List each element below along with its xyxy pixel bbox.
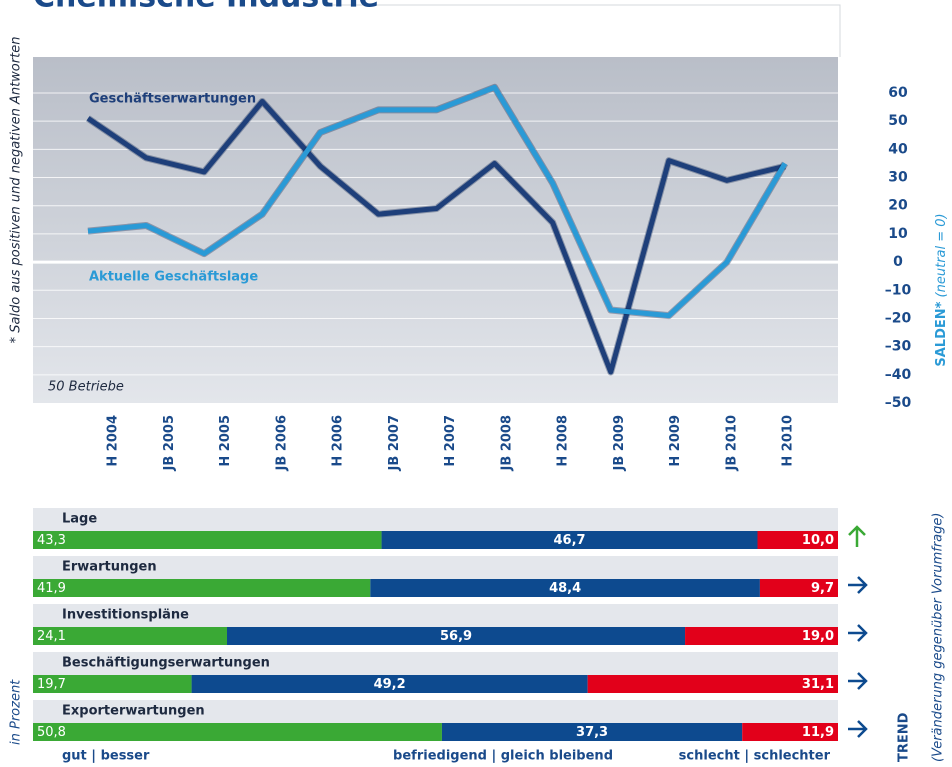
series-label: Geschäftserwartungen: [89, 92, 256, 107]
y-tick-label: 0: [893, 254, 903, 270]
x-tick-label: H 2005: [218, 415, 233, 467]
value-label: 46,7: [553, 533, 585, 548]
category-label: Investitionspläne: [62, 608, 189, 623]
row-band: [33, 652, 838, 675]
legend-label: befriedigend | gleich bleibend: [393, 749, 613, 764]
bar-segment: [370, 579, 760, 597]
trend-note: (Veränderung gegenüber Vorumfrage): [931, 513, 946, 762]
legend-label: gut | besser: [62, 749, 150, 764]
row-band: [33, 604, 838, 627]
x-tick-label: H 2006: [331, 415, 346, 467]
bar-segment: [685, 627, 838, 645]
x-tick-label: H 2008: [556, 415, 571, 467]
category-label: Beschäftigungserwartungen: [62, 656, 270, 671]
value-label: 10,0: [802, 533, 834, 548]
x-tick-label: H 2009: [668, 415, 683, 467]
bar-segment: [742, 723, 838, 741]
value-label: 37,3: [576, 725, 608, 740]
value-label: 43,3: [37, 533, 66, 548]
y-tick-label: 30: [888, 170, 908, 186]
annotation: 50 Betriebe: [48, 380, 124, 395]
category-label: Lage: [62, 512, 97, 527]
bar-segment: [227, 627, 686, 645]
value-label: 11,9: [802, 725, 834, 740]
y-tick-label: –10: [885, 282, 912, 298]
bar-segment: [441, 723, 743, 741]
row-band: [33, 508, 838, 531]
y-axis-note: (neutral = 0): [934, 213, 949, 297]
trend-arrow: [848, 672, 868, 690]
trend-arrow: [848, 624, 868, 642]
row-band: [33, 700, 838, 723]
frame: [330, 4, 841, 57]
value-label: 50,8: [37, 725, 66, 740]
bar-segment: [191, 675, 588, 693]
value-label: 19,0: [802, 629, 834, 644]
value-label: 31,1: [802, 677, 834, 692]
value-label: 41,9: [37, 581, 66, 596]
value-label: 19,7: [37, 677, 66, 692]
category-label: Exporterwartungen: [62, 704, 205, 719]
value-label: 24,1: [37, 629, 66, 644]
y-tick-label: –30: [885, 339, 912, 355]
y-tick-label: –50: [885, 395, 912, 411]
plot-area: [33, 57, 838, 403]
x-tick-label: JB 2009: [612, 415, 627, 471]
y-tick-label: –20: [885, 310, 912, 326]
trend-arrow: [848, 576, 868, 594]
trend-arrow: [848, 720, 868, 738]
y-tick-label: 50: [888, 113, 908, 129]
legend-label: schlecht | schlechter: [679, 749, 831, 764]
line: [86, 98, 786, 375]
bar-segment: [33, 531, 382, 549]
value-label: 56,9: [440, 629, 472, 644]
annotation: * Saldo aus positiven und negativen Antw…: [9, 37, 24, 344]
trend-label: TREND: [897, 712, 912, 762]
bar-segment: [757, 531, 838, 549]
bar-segment: [33, 675, 192, 693]
y-axis-label: SALDEN* (neutral = 0): [934, 213, 949, 366]
value-label: 49,2: [374, 677, 406, 692]
x-tick-label: JB 2006: [274, 415, 289, 471]
value-label: 48,4: [549, 581, 581, 596]
bar-segment: [759, 579, 838, 597]
x-tick-label: JB 2010: [724, 415, 739, 471]
x-tick-label: H 2007: [443, 415, 458, 467]
series-label: Aktuelle Geschäftslage: [89, 270, 258, 285]
y-axis-title: SALDEN*: [934, 301, 949, 366]
y-tick-label: 10: [888, 226, 908, 242]
bar-segment: [33, 627, 228, 645]
trend-arrow: [848, 525, 866, 547]
x-tick-label: H 2010: [781, 415, 796, 467]
y-tick-label: 60: [888, 85, 908, 101]
bar-segment: [33, 723, 442, 741]
bar-segment: [381, 531, 758, 549]
row-band: [33, 556, 838, 579]
x-tick-label: JB 2008: [499, 415, 514, 471]
x-tick-label: JB 2005: [162, 415, 177, 471]
value-label: 9,7: [811, 581, 834, 596]
category-label: Erwartungen: [62, 560, 157, 575]
bar-segment: [33, 579, 371, 597]
bar-segment: [587, 675, 838, 693]
y-tick-label: 20: [888, 198, 908, 214]
title: Chemische Industrie: [33, 0, 379, 15]
y-tick-label: 40: [888, 141, 908, 157]
unit-label: in Prozent: [9, 679, 24, 745]
line: [87, 84, 788, 319]
x-tick-label: JB 2007: [387, 415, 402, 471]
y-tick-label: –40: [885, 367, 912, 383]
x-tick-label: H 2004: [106, 415, 121, 467]
